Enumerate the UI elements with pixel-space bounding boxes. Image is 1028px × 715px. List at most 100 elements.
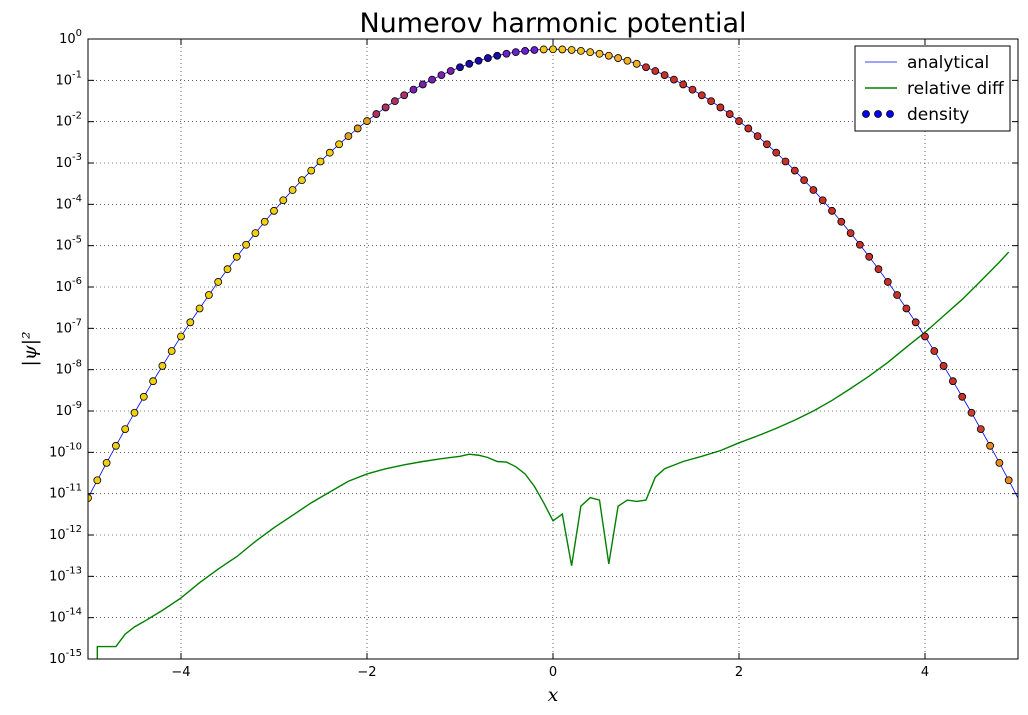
legend-density-marker [874, 110, 882, 118]
x-tick-label: −2 [357, 665, 376, 680]
density-point [372, 110, 381, 118]
density-point [167, 347, 176, 355]
legend-relative-diff-label: relative diff [907, 79, 1005, 99]
y-tick-label: 10-10 [49, 441, 82, 460]
y-tick-label: 10-14 [49, 607, 82, 626]
density-point [139, 392, 148, 401]
density-point [242, 240, 251, 249]
series-relative-diff-line [96, 251, 1010, 659]
y-axis-label: |ψ|² [19, 331, 41, 366]
density-point [307, 166, 316, 175]
density-point [270, 206, 278, 215]
density-point [818, 196, 827, 205]
x-tick-label: 4 [921, 665, 929, 680]
density-point [456, 63, 464, 72]
y-tick-label: 10-2 [55, 111, 82, 130]
density-point [93, 476, 102, 485]
density-point [195, 304, 204, 313]
density-point [177, 332, 185, 341]
density-point [549, 45, 557, 54]
density-point [112, 441, 120, 450]
density-point [102, 458, 111, 467]
density-point [716, 103, 725, 112]
density-point [511, 48, 520, 57]
density-point [921, 332, 929, 341]
density-point [660, 71, 669, 80]
density-point [409, 85, 418, 94]
density-point [530, 46, 539, 54]
density-point [632, 59, 641, 68]
legend-analytical-label: analytical [907, 53, 989, 73]
density-point [428, 75, 437, 84]
x-tick-label: 2 [735, 665, 743, 680]
x-tick-label: 0 [549, 665, 557, 680]
density-point [856, 240, 864, 249]
density-point [363, 117, 371, 125]
density-point [521, 46, 529, 55]
y-tick-label: 10-3 [55, 152, 82, 171]
density-point [186, 318, 195, 327]
density-point [483, 54, 492, 62]
density-point [260, 217, 269, 226]
density-point [753, 132, 762, 141]
density-point [781, 157, 790, 166]
density-point [88, 494, 92, 502]
density-point [381, 103, 390, 112]
density-point [614, 54, 622, 62]
density-point [316, 157, 325, 166]
density-point [958, 392, 967, 401]
density-point [744, 124, 753, 133]
density-point [688, 85, 697, 94]
plot-area [88, 45, 1018, 659]
density-point [670, 75, 678, 84]
density-point [446, 67, 455, 75]
density-point [902, 304, 911, 313]
density-point [642, 63, 650, 72]
density-point [697, 91, 706, 100]
density-point [251, 229, 260, 237]
grid [88, 39, 1018, 659]
axes-ticks: −4 −2 0 2 4 100 10-1 10-2 10-3 10-4 10-5 10-6 10-7 10… [49, 28, 1018, 680]
density-point [911, 318, 920, 327]
density-point [418, 80, 427, 89]
legend: analytical relative diff density [854, 45, 1011, 132]
y-tick-label: 10-5 [55, 235, 82, 254]
chart-title: Numerov harmonic potential [359, 8, 746, 39]
y-tick-label: 10-4 [55, 193, 82, 212]
density-point [874, 265, 883, 274]
density-point [846, 229, 855, 237]
density-point [986, 441, 994, 450]
density-point [976, 425, 985, 434]
density-point [325, 148, 334, 157]
density-point [130, 408, 139, 417]
density-point [288, 186, 297, 194]
density-point [279, 196, 288, 205]
y-tick-label: 10-13 [49, 565, 82, 584]
y-tick-label: 10-9 [55, 400, 82, 419]
density-point [883, 278, 892, 286]
y-tick-label: 10-8 [55, 359, 82, 378]
density-point [967, 408, 976, 417]
y-tick-label: 10-1 [55, 69, 82, 88]
density-point [604, 51, 613, 60]
y-tick-label: 100 [59, 28, 82, 47]
density-point [651, 67, 660, 75]
density-point [735, 117, 743, 125]
density-point [474, 56, 483, 65]
y-tick-label: 10-12 [49, 524, 82, 543]
density-point [586, 48, 595, 57]
density-point [865, 252, 874, 261]
legend-density-marker [862, 110, 870, 118]
density-point [679, 80, 688, 89]
density-point [344, 132, 353, 141]
density-point [232, 252, 241, 261]
legend-density-marker [886, 110, 894, 118]
density-point [158, 362, 167, 370]
density-point [121, 425, 130, 434]
density-point [493, 51, 502, 60]
density-point [623, 56, 632, 65]
density-point [400, 91, 409, 100]
density-point [437, 71, 446, 80]
density-point [800, 176, 808, 185]
